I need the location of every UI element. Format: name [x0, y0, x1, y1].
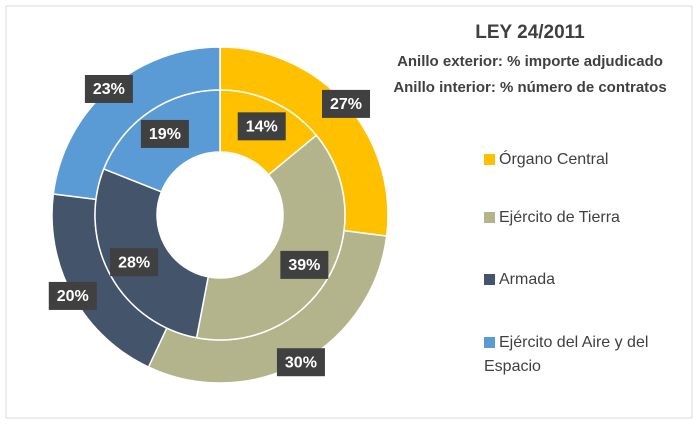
data-label: 19%: [140, 119, 189, 148]
legend-item: Armada: [484, 268, 689, 292]
data-label: 28%: [110, 248, 159, 277]
legend-label: Ejército del Aire y del Espacio: [484, 334, 649, 375]
legend-item: Órgano Central: [484, 148, 689, 172]
data-label-box: [84, 74, 133, 103]
legend-swatch: [484, 154, 495, 165]
data-label-text: 19%: [149, 126, 181, 143]
data-label-box: [276, 348, 325, 377]
chart-subtitle: Anillo exterior: % importe adjudicado: [397, 53, 663, 70]
data-label: 39%: [280, 250, 329, 279]
data-label: 20%: [48, 281, 97, 310]
ring-segment: [195, 134, 346, 341]
data-label-box: [140, 119, 189, 148]
legend-item: Ejército de Tierra: [484, 206, 689, 230]
legend-item: Ejército del Aire y del Espacio: [484, 331, 689, 379]
data-label-text: 20%: [57, 288, 89, 305]
legend-swatch: [484, 337, 495, 348]
data-label: 23%: [84, 74, 133, 103]
data-label-text: 14%: [246, 119, 278, 136]
chart-subtitle: Anillo interior: % número de contratos: [393, 79, 666, 96]
data-label-box: [48, 281, 97, 310]
chart-title: LEY 24/2011: [475, 22, 585, 43]
data-label-box: [280, 250, 329, 279]
data-label-text: 39%: [288, 257, 320, 274]
data-label-box: [237, 112, 286, 141]
data-label: 27%: [322, 89, 371, 118]
legend-swatch: [484, 274, 495, 285]
data-label-text: 27%: [330, 96, 362, 113]
legend-label: Ejército de Tierra: [499, 209, 620, 226]
data-label-box: [322, 89, 371, 118]
data-label: 14%: [237, 112, 286, 141]
data-label-text: 28%: [118, 254, 150, 271]
data-label-box: [110, 248, 159, 277]
legend-label: Órgano Central: [499, 151, 609, 168]
legend-label: Armada: [499, 271, 556, 288]
data-label-text: 30%: [285, 354, 317, 371]
data-label: 30%: [276, 348, 325, 377]
legend-swatch: [484, 212, 495, 223]
data-label-text: 23%: [93, 81, 125, 98]
